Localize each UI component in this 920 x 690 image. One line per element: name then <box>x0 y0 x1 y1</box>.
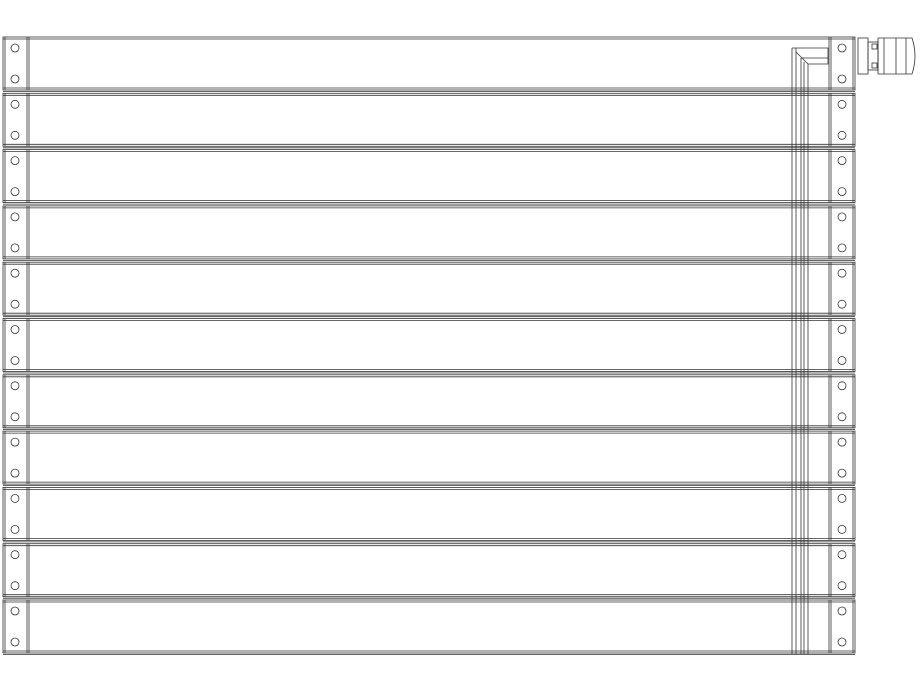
hole <box>10 156 20 166</box>
slat <box>2 261 856 316</box>
slat <box>2 149 856 204</box>
slat <box>2 318 856 372</box>
hole <box>10 525 20 534</box>
hole <box>10 381 20 391</box>
hole <box>10 187 20 197</box>
hole <box>10 550 20 560</box>
hole <box>10 493 20 503</box>
slat <box>2 486 856 541</box>
valve-base <box>857 37 869 75</box>
hole <box>837 606 847 616</box>
hole <box>837 74 847 84</box>
hole <box>837 493 847 503</box>
hole <box>837 243 847 253</box>
hole <box>837 550 847 560</box>
hole <box>837 187 847 197</box>
hole <box>10 356 20 365</box>
hole <box>10 437 20 447</box>
hole <box>10 130 20 140</box>
hole <box>837 581 847 591</box>
hole <box>837 156 847 166</box>
hole <box>10 325 20 334</box>
hole <box>10 412 20 422</box>
hole <box>10 468 20 478</box>
hole <box>837 356 847 365</box>
slats <box>2 36 856 655</box>
manifold <box>791 47 829 654</box>
hole <box>837 299 847 309</box>
hole <box>10 43 20 53</box>
hole <box>837 325 847 334</box>
hole <box>837 99 847 109</box>
slat <box>2 543 856 598</box>
slat <box>2 430 856 485</box>
hole <box>837 43 847 53</box>
hole <box>10 74 20 84</box>
slat <box>2 599 856 654</box>
hole <box>837 130 847 140</box>
hole <box>10 606 20 616</box>
slat <box>2 36 856 91</box>
slat <box>2 205 856 260</box>
hole <box>837 412 847 422</box>
slat <box>2 92 856 147</box>
hole <box>10 212 20 222</box>
slat <box>2 374 856 429</box>
hole <box>10 243 20 253</box>
valve-nut <box>871 62 878 69</box>
hole <box>837 525 847 534</box>
hole <box>837 268 847 278</box>
hole <box>10 637 20 647</box>
valve-head <box>877 37 916 75</box>
manifold-top <box>792 47 829 65</box>
hole <box>837 437 847 447</box>
hole <box>837 468 847 478</box>
valve-nut <box>871 43 878 50</box>
hole <box>10 268 20 278</box>
hole <box>837 637 847 647</box>
hole <box>837 381 847 391</box>
valve <box>857 37 916 75</box>
valve-body <box>867 41 879 71</box>
hole <box>837 212 847 222</box>
hole <box>10 99 20 109</box>
hole <box>10 299 20 309</box>
hole <box>10 581 20 591</box>
